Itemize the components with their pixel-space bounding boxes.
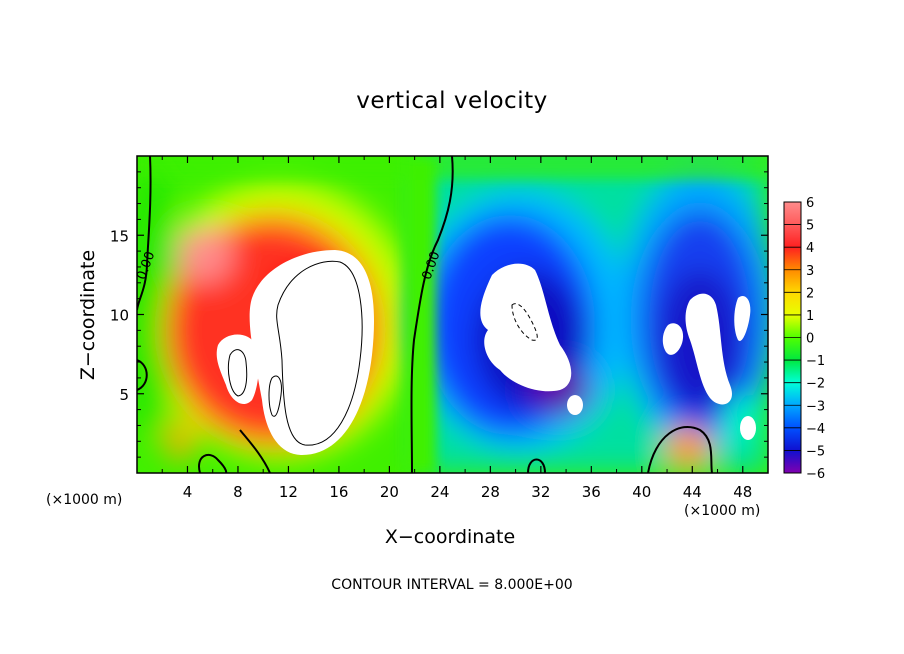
y-tick-label: 10 <box>110 307 129 325</box>
x-axis-title: X−coordinate <box>384 526 516 548</box>
x-axis-ticks: 4 8 12 16 20 24 28 32 36 40 44 48 <box>161 156 752 501</box>
y-axis-ticks: 5 10 15 <box>110 171 768 458</box>
white-down-center <box>480 263 572 392</box>
white-down-small <box>567 395 583 415</box>
zero-contour-center <box>410 156 454 473</box>
x-tick-label: 28 <box>481 483 500 501</box>
white-core-main <box>249 250 375 455</box>
colorbar-label: −2 <box>806 377 825 392</box>
x-unit-label-left: (×1000 m) <box>46 492 123 508</box>
x-tick-label: 16 <box>329 483 348 501</box>
white-down-small-2 <box>740 416 756 440</box>
colorbar-label: 5 <box>806 219 814 234</box>
x-tick-label: 48 <box>733 483 752 501</box>
y-tick-label: 15 <box>110 227 129 245</box>
contour-white-core <box>276 260 363 446</box>
heatmap-field <box>137 156 768 473</box>
colorbar-label: −1 <box>806 354 825 369</box>
colorbar-label: −5 <box>806 444 825 459</box>
colorbar-label: −3 <box>806 399 825 414</box>
white-down-right-3 <box>662 323 684 355</box>
colorbar-label: 2 <box>806 286 814 301</box>
contour-lines <box>137 156 713 473</box>
x-tick-label: 44 <box>683 483 702 501</box>
x-tick-label: 12 <box>279 483 298 501</box>
colorbar-label: −4 <box>806 422 825 437</box>
chart-title: vertical velocity <box>356 88 548 114</box>
colorbar-label: −6 <box>806 467 825 482</box>
white-down-right-2 <box>734 295 751 341</box>
colorbar-label: 4 <box>806 241 814 256</box>
colorbar-label: 3 <box>806 264 814 279</box>
colorbar: 6 5 4 3 2 1 0 −1 −2 −3 −4 −5 −6 <box>783 196 825 482</box>
x-tick-label: 36 <box>582 483 601 501</box>
x-tick-label: 32 <box>531 483 550 501</box>
white-down-right <box>685 293 732 405</box>
colorbar-label: 0 <box>806 332 814 347</box>
y-tick-label: 5 <box>119 386 129 404</box>
zero-contour-bottom-right <box>527 425 713 473</box>
contour-interval-note: CONTOUR INTERVAL = 8.000E+00 <box>331 577 573 593</box>
y-axis-title: Z−coordinate <box>77 249 99 381</box>
x-tick-label: 8 <box>233 483 243 501</box>
x-tick-label: 20 <box>380 483 399 501</box>
x-tick-label: 40 <box>632 483 651 501</box>
colorbar-label: 1 <box>806 309 814 324</box>
x-unit-label-right: (×1000 m) <box>684 503 761 519</box>
x-tick-label: 4 <box>183 483 193 501</box>
white-core-small <box>216 334 259 405</box>
x-tick-label: 24 <box>430 483 449 501</box>
contour-dashed-center <box>511 303 538 341</box>
colorbar-label: 6 <box>806 196 814 211</box>
contour-white-small <box>227 349 282 417</box>
